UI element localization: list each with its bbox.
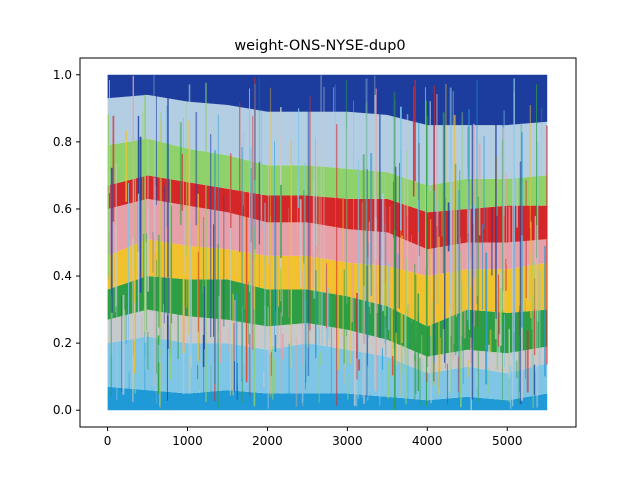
x-tick-label: 0 [104, 434, 112, 448]
x-tick-label: 5000 [492, 434, 523, 448]
y-tick-label: 0.6 [53, 202, 72, 216]
series-area-0 [107, 386, 548, 411]
y-tick-label: 0.0 [53, 403, 72, 417]
x-tick-label: 2000 [252, 434, 283, 448]
y-tick-label: 0.4 [53, 269, 72, 283]
y-tick-label: 1.0 [53, 68, 72, 82]
y-tick-label: 0.2 [53, 336, 72, 350]
chart-title: weight-ONS-NYSE-dup0 [234, 38, 405, 54]
x-tick-label: 3000 [332, 434, 363, 448]
weight-stripes [107, 75, 548, 410]
y-axis: 0.0 0.2 0.4 0.6 0.8 1.0 [53, 68, 80, 417]
x-axis: 0 1000 2000 3000 4000 5000 [104, 427, 523, 448]
x-tick-label: 4000 [412, 434, 443, 448]
series-area-1 [107, 336, 548, 401]
y-tick-label: 0.8 [53, 135, 72, 149]
x-tick-label: 1000 [172, 434, 203, 448]
plot-frame [79, 57, 577, 428]
